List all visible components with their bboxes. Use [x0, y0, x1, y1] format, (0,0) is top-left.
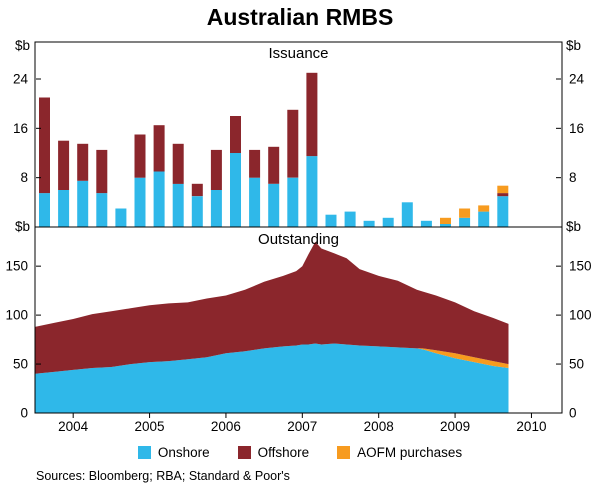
svg-text:2009: 2009 — [440, 419, 470, 434]
y-axis-unit-top-right: $b — [566, 38, 582, 53]
legend-item-onshore: Onshore — [137, 445, 210, 460]
svg-text:2007: 2007 — [287, 419, 317, 434]
svg-text:50: 50 — [569, 357, 584, 372]
svg-text:100: 100 — [569, 308, 592, 323]
svg-text:100: 100 — [5, 308, 28, 323]
svg-text:24: 24 — [13, 72, 29, 87]
y-axis-unit-bottom-right: $b — [566, 219, 582, 234]
svg-text:16: 16 — [13, 121, 28, 136]
svg-text:24: 24 — [569, 72, 585, 87]
legend-item-aofm: AOFM purchases — [337, 445, 462, 460]
svg-text:50: 50 — [13, 357, 28, 372]
chart-title: Australian RMBS — [206, 4, 394, 30]
svg-text:150: 150 — [569, 259, 592, 274]
sources-note: Sources: Bloomberg; RBA; Standard & Poor… — [36, 469, 290, 483]
legend: Onshore Offshore AOFM purchases — [0, 445, 600, 460]
svg-text:2008: 2008 — [364, 419, 394, 434]
svg-text:2010: 2010 — [516, 419, 546, 434]
svg-text:2006: 2006 — [211, 419, 241, 434]
onshore-swatch-icon — [137, 446, 151, 459]
issuance-panel-label: Issuance — [268, 45, 329, 62]
svg-text:0: 0 — [569, 406, 577, 421]
svg-text:8: 8 — [20, 170, 28, 185]
svg-text:8: 8 — [569, 170, 577, 185]
aofm-swatch-icon — [337, 446, 351, 459]
svg-text:16: 16 — [569, 121, 584, 136]
legend-label-offshore: Offshore — [257, 445, 310, 460]
offshore-swatch-icon — [237, 446, 251, 459]
y-axis-unit-top-left: $b — [14, 38, 30, 53]
y-axis-unit-bottom-left: $b — [14, 219, 30, 234]
legend-label-onshore: Onshore — [157, 445, 210, 460]
legend-item-offshore: Offshore — [237, 445, 310, 460]
svg-text:150: 150 — [5, 259, 28, 274]
svg-text:0: 0 — [20, 406, 28, 421]
outstanding-panel-label: Outstanding — [258, 231, 339, 248]
svg-text:2005: 2005 — [135, 419, 165, 434]
svg-text:2004: 2004 — [58, 419, 89, 434]
legend-label-aofm: AOFM purchases — [357, 445, 463, 460]
